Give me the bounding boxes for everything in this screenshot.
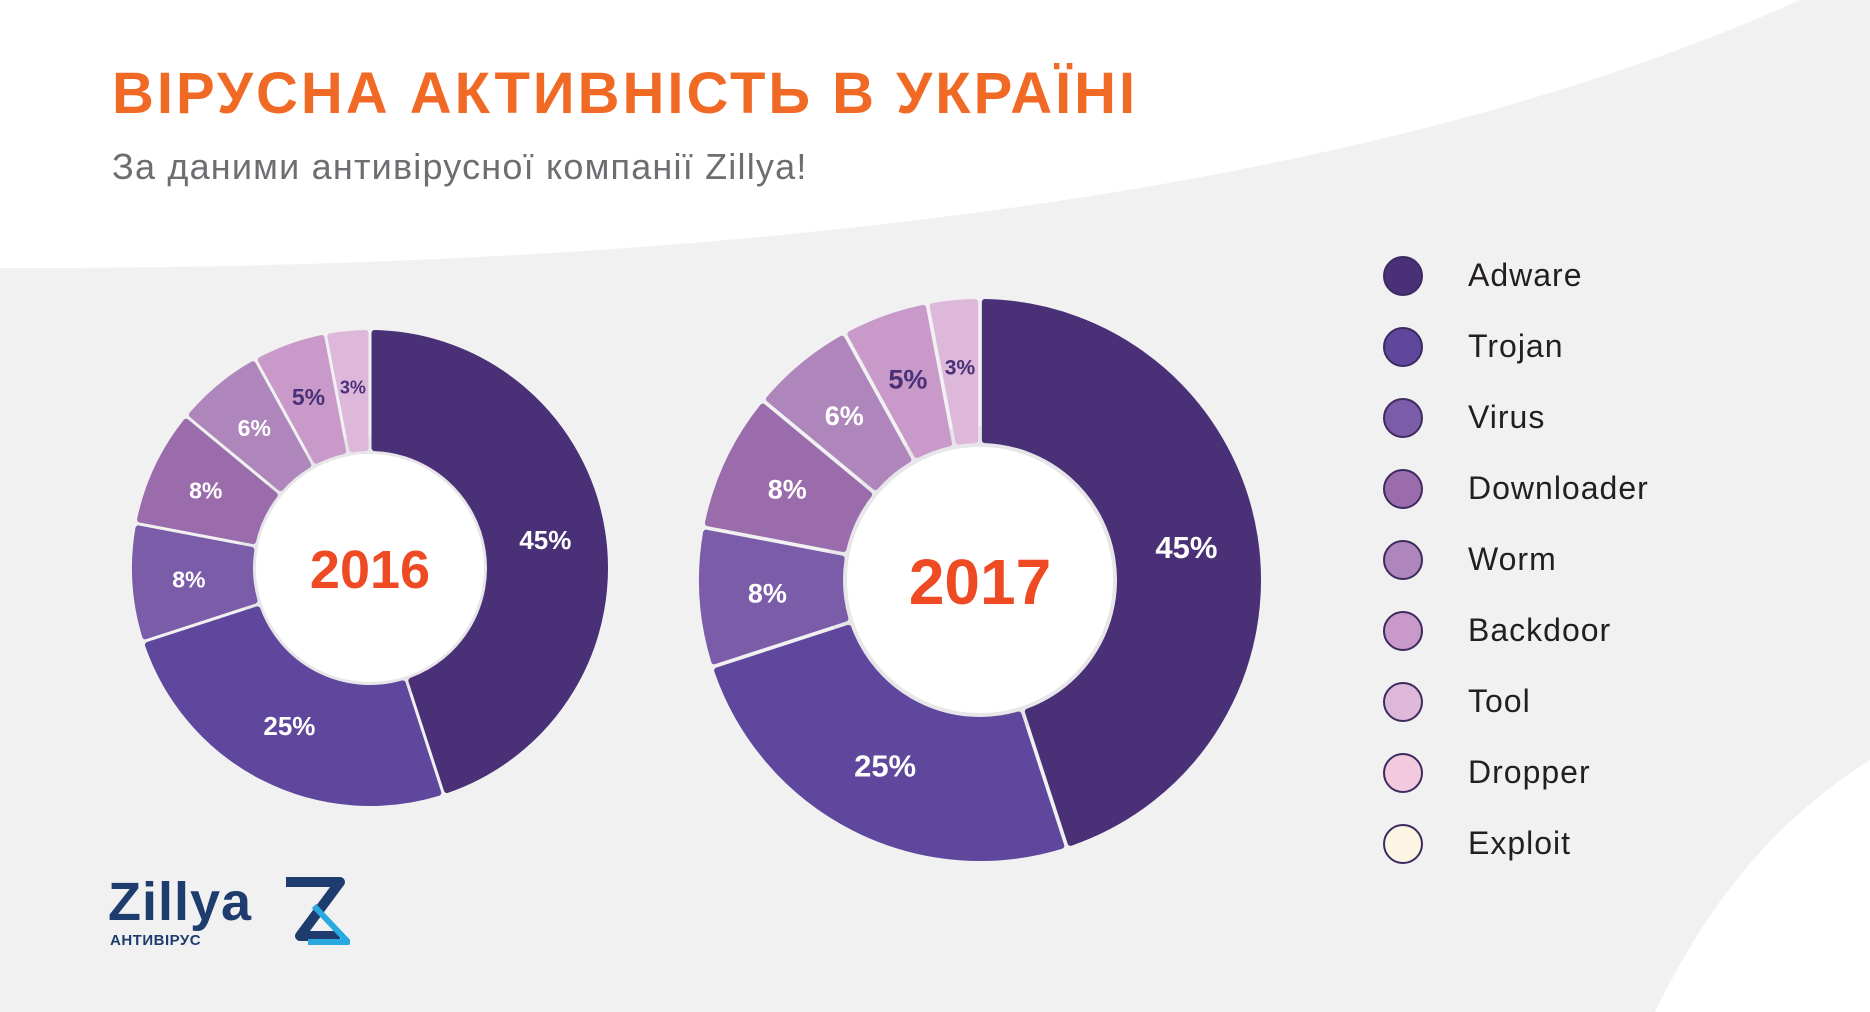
legend-item-tool: Tool [1383, 666, 1649, 737]
slice-label-tool: 3% [340, 377, 366, 397]
legend-label-exploit: Exploit [1468, 825, 1572, 861]
legend-item-dropper: Dropper [1383, 737, 1649, 808]
legend-label-downloader: Downloader [1468, 470, 1649, 506]
logo-wordmark: Zillya [108, 872, 253, 932]
slice-backdoor [847, 304, 953, 459]
legend-item-worm: Worm [1383, 524, 1649, 595]
legend-swatch-backdoor [1383, 610, 1423, 651]
legend-item-trojan: Trojan [1383, 311, 1649, 382]
legend-swatch-tool [1383, 681, 1423, 722]
donut-chart-2016: 45% 25% 8% 8% 6% 5% 3% 2016 [132, 330, 608, 806]
legend-label-trojan: Trojan [1468, 328, 1564, 364]
slice-backdoor [257, 335, 347, 464]
slice-label-virus: 8% [748, 578, 787, 608]
slice-label-backdoor: 5% [888, 365, 927, 395]
legend-label-tool: Tool [1468, 683, 1531, 719]
page-title: ВІРУСНА АКТИВНІСТЬ В УКРАЇНІ [112, 61, 1139, 126]
slice-tool [327, 330, 369, 453]
zillya-logo: Zillya АНТИВІРУС [108, 872, 353, 952]
legend-swatch-dropper [1383, 752, 1423, 793]
legend-swatch-adware [1383, 255, 1423, 296]
legend-swatch-exploit [1383, 823, 1423, 864]
slice-downloader [137, 418, 278, 545]
slice-label-trojan: 25% [854, 749, 916, 784]
zillya-z-icon [286, 877, 350, 945]
slice-label-downloader: 8% [768, 474, 807, 504]
legend-item-backdoor: Backdoor [1383, 595, 1649, 666]
slice-adware [981, 299, 1261, 846]
legend-item-downloader: Downloader [1383, 453, 1649, 524]
legend-item-virus: Virus [1383, 382, 1649, 453]
legend-swatch-trojan [1383, 326, 1423, 367]
donut-chart-2017: 45% 25% 8% 8% 6% 5% 3% 2017 [699, 299, 1261, 861]
slice-virus [132, 525, 258, 640]
slice-label-adware: 45% [1155, 530, 1217, 565]
logo-caption: АНТИВІРУС [110, 932, 202, 949]
donut-year-label: 2017 [909, 546, 1051, 618]
slice-trojan [144, 606, 442, 806]
slice-trojan [714, 624, 1065, 861]
slice-tool [929, 299, 979, 445]
legend-item-adware: Adware [1383, 240, 1649, 311]
slice-label-trojan: 25% [263, 711, 315, 741]
slice-label-worm: 6% [825, 401, 864, 431]
slice-label-tool: 3% [945, 356, 976, 379]
donut-year-label: 2016 [310, 540, 430, 600]
legend-swatch-downloader [1383, 468, 1423, 509]
donut-center [256, 454, 484, 682]
legend-label-worm: Worm [1468, 541, 1557, 577]
legend-label-adware: Adware [1468, 257, 1583, 293]
page-subtitle: За даними антивірусної компанії Zillya! [112, 146, 808, 187]
legend-label-virus: Virus [1468, 399, 1546, 435]
slice-virus [699, 529, 849, 665]
chart-legend: Adware Trojan Virus Downloader Worm Backdoor T… [1383, 240, 1649, 879]
slice-downloader [704, 403, 873, 553]
legend-label-dropper: Dropper [1468, 754, 1591, 790]
slice-label-worm: 6% [238, 415, 271, 441]
legend-swatch-virus [1383, 397, 1423, 438]
legend-item-exploit: Exploit [1383, 808, 1649, 879]
donut-center [847, 447, 1113, 713]
slice-label-adware: 45% [519, 525, 571, 555]
slice-adware [371, 330, 608, 794]
slice-worm [188, 361, 312, 492]
slice-worm [765, 335, 912, 491]
legend-label-backdoor: Backdoor [1468, 612, 1612, 648]
slice-label-backdoor: 5% [292, 384, 325, 410]
legend-swatch-worm [1383, 539, 1423, 580]
slice-label-downloader: 8% [189, 478, 222, 504]
slice-label-virus: 8% [172, 566, 205, 592]
